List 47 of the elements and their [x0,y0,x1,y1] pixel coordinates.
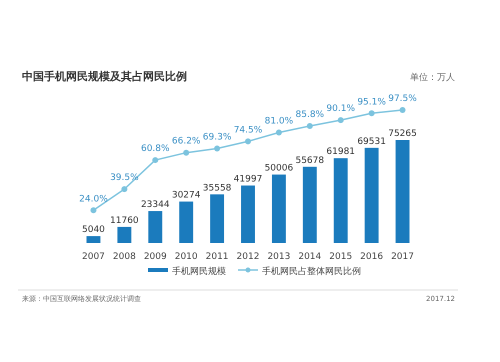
bar [334,158,348,243]
x-tick-label: 2014 [298,252,322,262]
data-label: 55678 [296,156,324,166]
x-tick-label: 2008 [112,252,136,262]
bar [272,174,286,243]
data-label: 69.3% [202,132,232,142]
x-tick-label: 2009 [144,252,167,262]
legend-label: 手机网民规模 [172,266,226,277]
bar [241,186,255,243]
data-label: 95.1% [357,97,386,108]
data-label: 23344 [140,200,170,210]
data-label: 74.5% [234,125,263,136]
data-label: 60.8% [140,144,170,154]
bar [148,211,162,243]
x-tick-label: 2015 [329,252,352,262]
data-label: 24.0% [79,194,108,204]
bar [117,226,132,243]
x-tick-label: 2013 [267,252,290,262]
bar [364,148,379,243]
data-label: 69531 [357,136,386,147]
data-label: 61981 [326,147,356,158]
data-label: 50006 [264,164,294,174]
data-label: 5040 [82,225,106,236]
chart-subtitle: 单位：万人 [410,72,455,83]
data-label: 90.1% [326,104,356,114]
data-label: 35558 [202,183,232,194]
bar [210,194,224,243]
x-tick-label: 2010 [174,252,198,262]
x-tick-label: 2011 [206,252,229,262]
bar [86,236,100,243]
bar [179,202,194,243]
chart-title: 中国手机网民规模及其占网民比例 [22,70,187,83]
x-tick-label: 2007 [82,252,105,262]
bar [302,166,317,243]
data-label: 30274 [172,190,201,201]
data-label: 11760 [110,216,139,226]
bar [396,140,410,243]
data-label: 81.0% [264,116,294,127]
x-tick-label: 2017 [391,252,414,262]
data-label: 66.2% [172,136,201,147]
x-tick-label: 2016 [360,252,384,262]
data-label: 97.5% [388,94,418,104]
data-label: 41997 [234,174,262,185]
data-label: 85.8% [296,110,325,120]
data-label: 75265 [388,129,417,139]
x-tick-label: 2012 [236,252,260,262]
legend-label: 手机网民占整体网民比例 [262,266,361,277]
